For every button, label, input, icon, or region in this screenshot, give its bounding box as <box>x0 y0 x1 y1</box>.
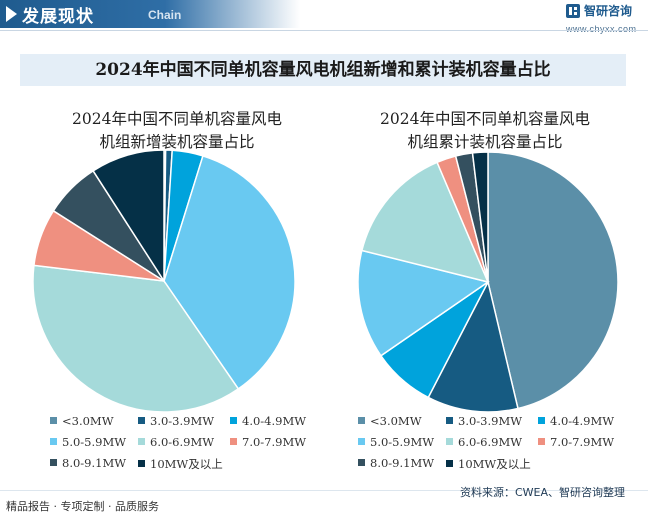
legend-label: 6.0-6.9MW <box>458 435 523 449</box>
legend-swatch <box>138 417 145 424</box>
legend-label: 5.0-5.9MW <box>62 435 127 449</box>
legend-item: 6.0-6.9MW <box>138 435 214 449</box>
legend-label: 10MW及以上 <box>150 457 223 471</box>
legend-swatch <box>50 438 57 445</box>
legend-label: 10MW及以上 <box>458 457 531 471</box>
header-banner <box>0 0 300 28</box>
legend-swatch <box>50 459 57 466</box>
pie-slice-5 <box>360 161 490 284</box>
legend-swatch <box>358 438 365 445</box>
legend-swatch <box>446 460 453 467</box>
legend-label: 3.0-3.9MW <box>150 414 215 428</box>
legend-label: <3.0MW <box>62 414 114 428</box>
legend-item: 5.0-5.9MW <box>358 435 434 449</box>
legend-item: 10MW及以上 <box>446 456 531 472</box>
legend-item: <3.0MW <box>358 414 422 428</box>
legend-swatch <box>358 417 365 424</box>
pie-svg <box>32 149 296 412</box>
chart-title-line-2: 机组累计装机容量占比 <box>407 133 563 151</box>
logo-url: www.chyxx.com <box>566 24 637 34</box>
legend-swatch <box>358 459 365 466</box>
legend-label: 4.0-4.9MW <box>242 414 307 428</box>
legend-item: 6.0-6.9MW <box>446 435 522 449</box>
footer-tagline: 精品报告 · 专项定制 · 品质服务 <box>6 500 159 513</box>
legend-label: <3.0MW <box>370 414 422 428</box>
legend-label: 4.0-4.9MW <box>550 414 615 428</box>
chart-title-line-2: 机组新增装机容量占比 <box>99 133 255 151</box>
legend-swatch <box>138 438 145 445</box>
legend-item: 5.0-5.9MW <box>50 435 126 449</box>
legend-item: 8.0-9.1MW <box>50 456 126 470</box>
chart-title: 2024年中国不同单机容量风电 机组新增装机容量占比 <box>20 108 334 154</box>
play-icon <box>6 6 17 22</box>
pie-chart-cumulative-installations: 2024年中国不同单机容量风电 机组累计装机容量占比 <3.0MW 3.0-3.9… <box>328 92 642 482</box>
legend-item: 10MW及以上 <box>138 456 223 472</box>
legend-item: 3.0-3.9MW <box>446 414 522 428</box>
legend-swatch <box>538 417 545 424</box>
legend-label: 8.0-9.1MW <box>370 456 435 470</box>
chart-title-line-1: 2024年中国不同单机容量风电 <box>380 110 590 128</box>
legend-swatch <box>446 438 453 445</box>
pie-slice-4 <box>357 249 490 357</box>
legend-item: 7.0-7.9MW <box>538 435 614 449</box>
legend-label: 8.0-9.1MW <box>62 456 127 470</box>
legend-label: 7.0-7.9MW <box>550 435 615 449</box>
legend-item: <3.0MW <box>50 414 114 428</box>
header-divider <box>0 30 648 31</box>
data-source: 资料来源：CWEA、智研咨询整理 <box>460 486 626 499</box>
legend-swatch <box>538 438 545 445</box>
pie-slice-1 <box>487 151 619 410</box>
main-title: 2024年中国不同单机容量风电机组新增和累计装机容量占比 <box>20 54 626 86</box>
legend-item: 4.0-4.9MW <box>230 414 306 428</box>
footer-divider <box>0 490 648 491</box>
logo-name: 智研咨询 <box>584 4 633 18</box>
pie-slice-2 <box>427 279 519 412</box>
pie-slice-5 <box>32 264 240 412</box>
legend-swatch <box>138 460 145 467</box>
legend-swatch <box>50 417 57 424</box>
section-title: 发展现状 <box>22 7 94 27</box>
legend-item: 4.0-4.9MW <box>538 414 614 428</box>
section-title-en: Chain <box>148 8 182 22</box>
zhiyan-logo-icon <box>566 4 580 18</box>
legend-label: 5.0-5.9MW <box>370 435 435 449</box>
chart-title-line-1: 2024年中国不同单机容量风电 <box>72 110 282 128</box>
pie-slice-8 <box>471 151 489 283</box>
chart-title: 2024年中国不同单机容量风电 机组累计装机容量占比 <box>328 108 642 154</box>
legend-swatch <box>230 438 237 445</box>
pie-svg <box>357 151 619 412</box>
pie-slice-8 <box>92 149 165 284</box>
legend-item: 8.0-9.1MW <box>358 456 434 470</box>
legend-label: 6.0-6.9MW <box>150 435 215 449</box>
legend-label: 3.0-3.9MW <box>458 414 523 428</box>
legend-item: 3.0-3.9MW <box>138 414 214 428</box>
header: 发展现状 Chain 智研咨询 www.chyxx.com <box>0 0 648 34</box>
pie-slice-4 <box>163 154 296 390</box>
legend-swatch <box>446 417 453 424</box>
legend-label: 7.0-7.9MW <box>242 435 307 449</box>
legend-item: 7.0-7.9MW <box>230 435 306 449</box>
pie-chart-new-installations: 2024年中国不同单机容量风电 机组新增装机容量占比 <3.0MW 3.0-3.9… <box>20 92 334 482</box>
legend-swatch <box>230 417 237 424</box>
